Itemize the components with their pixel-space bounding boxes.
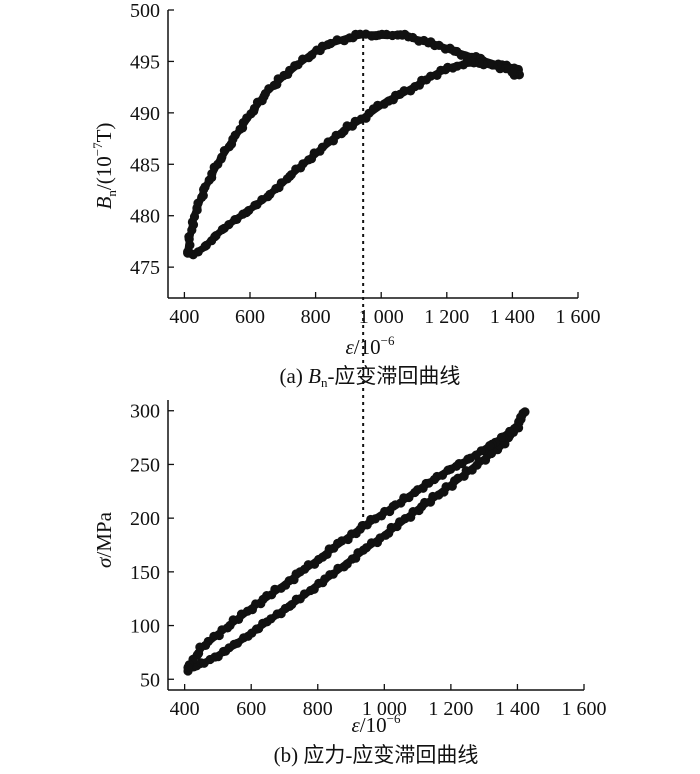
panel-b-y-tick-label: 250 <box>130 454 160 476</box>
panel-a-data-point <box>250 200 260 210</box>
panel-a-chart: 400 600 800 1 000 1 200 1 400 1 600 475 480 485 49… <box>90 0 601 390</box>
panel-a-data-point <box>271 184 281 194</box>
panel-a-data-point <box>238 209 248 219</box>
panel-a-y-tick-label: 475 <box>130 257 160 279</box>
panel-b-x-tick-label: 600 <box>236 698 266 720</box>
panel-b-data-point <box>232 638 243 648</box>
panel-a-x-tick-label: 1 400 <box>490 306 535 328</box>
panel-b-data-point <box>183 662 193 673</box>
panel-a-y-axis-label: Bn/(10−7T) <box>90 123 119 210</box>
panel-b-data-point <box>266 614 276 624</box>
panel-a-x-tick-label: 1 600 <box>556 306 601 328</box>
panel-a-data-point <box>183 247 193 257</box>
panel-b-y-tick-label: 300 <box>130 401 160 423</box>
panel-b-y-tick-label: 50 <box>140 669 160 691</box>
panel-b-x-tick-label: 1 000 <box>362 698 407 720</box>
panel-b-axes <box>167 400 584 691</box>
panel-b-y-tick-label: 200 <box>130 508 160 530</box>
panel-a-axes <box>167 10 578 299</box>
panel-b-data-point <box>485 441 495 451</box>
panel-a-data-point <box>200 182 210 192</box>
panel-a-data-point <box>230 215 240 225</box>
panel-a-x-tick-label: 800 <box>301 306 331 328</box>
panel-b-plot-area <box>183 407 530 676</box>
panel-a-ticks: 400 600 800 1 000 1 200 1 400 1 600 475 480 485 49… <box>130 0 601 328</box>
panel-a-series-markers <box>183 29 525 260</box>
panel-a-y-tick-label: 495 <box>130 51 160 73</box>
panel-b-y-tick-label: 150 <box>130 562 160 584</box>
panel-a-plot-area <box>183 29 525 260</box>
panel-b-x-tick-label: 1 200 <box>428 698 473 720</box>
panel-b-x-axis-label: ε/10−6 <box>352 711 401 737</box>
panel-a-x-tick-label: 600 <box>235 306 265 328</box>
panel-a-caption: (a) Bn-应变滞回曲线 <box>280 364 461 390</box>
panel-a-y-tick-label: 500 <box>130 0 160 22</box>
panel-b-x-tick-label: 1 400 <box>495 698 540 720</box>
panel-a-x-tick-label: 400 <box>169 306 199 328</box>
panel-a-x-tick-label: 1 000 <box>359 306 404 328</box>
panel-b-x-tick-label: 1 600 <box>562 698 607 720</box>
panel-a-data-point <box>332 35 342 45</box>
panel-a-data-point <box>200 241 210 251</box>
panel-a-x-tick-label: 1 200 <box>424 306 469 328</box>
panel-b-ticks: 400 600 800 1 000 1 200 1 400 1 600 50 100 150 200… <box>130 401 607 720</box>
panel-b-caption: (b) 应力-应变滞回曲线 <box>274 743 479 767</box>
panel-a-data-point <box>217 224 227 235</box>
panel-b-data-point <box>496 432 507 442</box>
panel-b-y-tick-label: 100 <box>130 616 160 638</box>
panel-a-y-tick-label: 485 <box>130 154 160 176</box>
panel-b-y-axis-label: σ/MPa <box>92 511 116 568</box>
panel-a-x-axis-label: ε/10−6 <box>346 333 395 359</box>
panel-b-x-tick-label: 400 <box>170 698 200 720</box>
panel-b-data-point <box>505 426 515 437</box>
panel-a-y-tick-label: 480 <box>130 206 160 228</box>
panel-b-chart: 400 600 800 1 000 1 200 1 400 1 600 50 100 150 200… <box>92 400 607 767</box>
panel-a-y-tick-label: 490 <box>130 103 160 125</box>
panel-a-data-point <box>406 86 416 96</box>
panel-b-series-markers <box>183 407 530 676</box>
panel-b-x-tick-label: 800 <box>303 698 333 720</box>
